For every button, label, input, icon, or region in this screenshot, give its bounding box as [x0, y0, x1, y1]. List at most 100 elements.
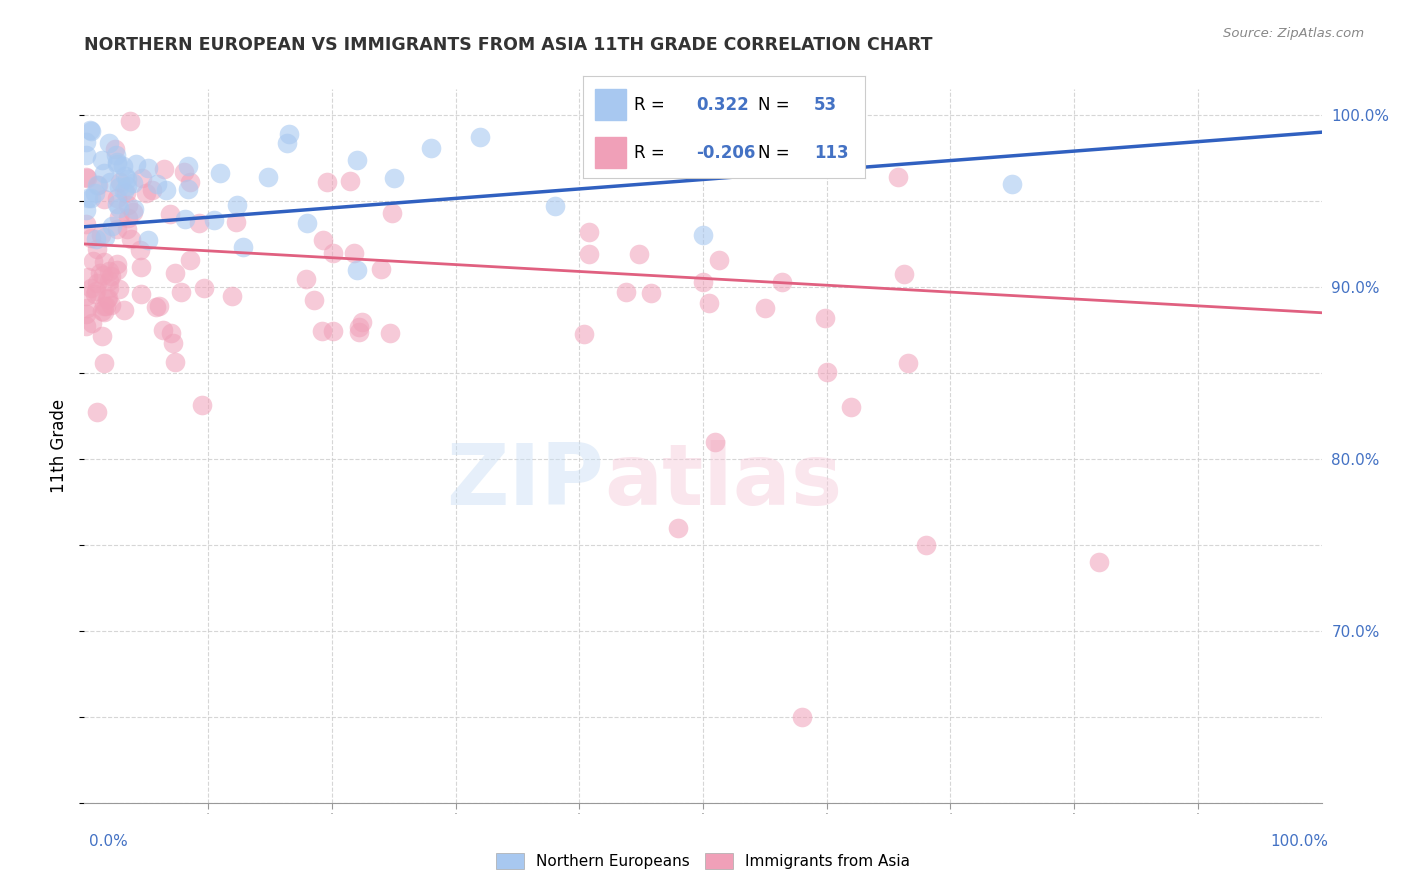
Point [112, 159, 135, 173]
Text: atlas: atlas [605, 440, 842, 524]
Point [136, 233, 159, 247]
Point [311, 324, 333, 338]
Point [105, 157, 128, 171]
Text: NORTHERN EUROPEAN VS IMMIGRANTS FROM ASIA 11TH GRADE CORRELATION CHART: NORTHERN EUROPEAN VS IMMIGRANTS FROM ASI… [84, 36, 932, 54]
Point [75, 307, 97, 321]
Point [295, 216, 318, 230]
Point [703, 434, 725, 449]
Point [162, 335, 184, 350]
Text: N =: N = [758, 144, 789, 161]
Point [112, 185, 135, 199]
Point [80, 231, 103, 245]
Point [578, 246, 600, 260]
Point [381, 206, 404, 220]
Point [1001, 177, 1024, 191]
Point [295, 272, 318, 286]
Point [129, 260, 152, 275]
Point [160, 326, 183, 341]
Point [188, 216, 211, 230]
Point [93, 192, 115, 206]
Point [346, 262, 368, 277]
Point [93, 268, 115, 282]
Point [574, 326, 596, 341]
Point [108, 282, 131, 296]
Point [152, 323, 174, 337]
Point [96, 291, 118, 305]
Point [89, 266, 111, 280]
Point [105, 191, 128, 205]
Point [79, 280, 101, 294]
Point [75, 318, 97, 333]
Point [343, 246, 366, 260]
Point [278, 128, 301, 142]
Point [91, 153, 114, 168]
Point [120, 114, 142, 128]
Point [114, 169, 136, 183]
Point [302, 293, 325, 307]
Point [122, 205, 145, 219]
Point [84, 287, 107, 301]
Point [159, 206, 181, 220]
Point [578, 225, 600, 239]
Point [93, 254, 115, 268]
Point [225, 215, 247, 229]
Point [814, 310, 837, 325]
Point [105, 256, 128, 270]
Point [90, 328, 112, 343]
Text: 0.322: 0.322 [696, 95, 749, 113]
Point [131, 170, 153, 185]
Point [349, 319, 371, 334]
Point [97, 274, 120, 288]
Point [380, 326, 402, 340]
Point [105, 221, 128, 235]
Point [202, 213, 225, 227]
Point [692, 228, 714, 243]
Point [173, 165, 195, 179]
Point [179, 253, 201, 268]
Point [257, 170, 280, 185]
Point [86, 243, 108, 257]
Point [1088, 555, 1111, 569]
Text: Source: ZipAtlas.com: Source: ZipAtlas.com [1223, 27, 1364, 40]
Point [141, 183, 163, 197]
Point [76, 301, 98, 316]
Point [312, 234, 335, 248]
Text: 53: 53 [814, 95, 837, 113]
Point [145, 177, 167, 191]
Point [108, 201, 131, 215]
Point [177, 182, 200, 196]
Point [117, 197, 139, 211]
Point [322, 324, 344, 338]
Point [226, 197, 249, 211]
Point [107, 154, 129, 169]
Point [276, 136, 298, 150]
Point [145, 301, 167, 315]
Point [98, 175, 121, 189]
Point [887, 169, 910, 184]
Point [627, 247, 650, 261]
Point [101, 219, 124, 234]
Point [136, 161, 159, 176]
Text: 113: 113 [814, 144, 849, 161]
Point [209, 166, 232, 180]
Point [135, 186, 157, 201]
Point [754, 301, 776, 316]
Point [105, 262, 128, 277]
Point [121, 177, 143, 191]
Point [770, 275, 793, 289]
Point [692, 276, 714, 290]
Point [129, 287, 152, 301]
Point [155, 182, 177, 196]
Point [350, 315, 373, 329]
Point [98, 280, 121, 294]
Point [79, 123, 101, 137]
Point [470, 130, 492, 145]
Point [90, 227, 112, 242]
Point [841, 401, 863, 415]
Point [122, 202, 145, 216]
Point [86, 178, 108, 192]
Point [84, 285, 107, 299]
Text: ZIP: ZIP [446, 440, 605, 524]
Text: 0.0%: 0.0% [89, 834, 128, 849]
Point [77, 269, 100, 284]
